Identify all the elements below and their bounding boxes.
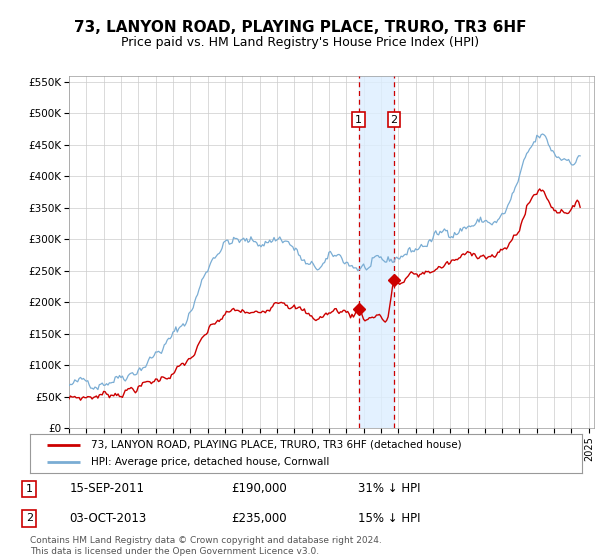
Text: Price paid vs. HM Land Registry's House Price Index (HPI): Price paid vs. HM Land Registry's House … — [121, 36, 479, 49]
Text: 31% ↓ HPI: 31% ↓ HPI — [358, 482, 420, 496]
Text: 2: 2 — [391, 115, 397, 125]
Text: HPI: Average price, detached house, Cornwall: HPI: Average price, detached house, Corn… — [91, 457, 329, 467]
Text: 15% ↓ HPI: 15% ↓ HPI — [358, 512, 420, 525]
Text: 73, LANYON ROAD, PLAYING PLACE, TRURO, TR3 6HF: 73, LANYON ROAD, PLAYING PLACE, TRURO, T… — [74, 20, 526, 35]
Text: 1: 1 — [355, 115, 362, 125]
Text: 15-SEP-2011: 15-SEP-2011 — [70, 482, 145, 496]
Text: Contains HM Land Registry data © Crown copyright and database right 2024.
This d: Contains HM Land Registry data © Crown c… — [30, 536, 382, 556]
Text: £190,000: £190,000 — [231, 482, 287, 496]
Text: 1: 1 — [26, 484, 33, 494]
Bar — [359, 76, 394, 428]
Text: £235,000: £235,000 — [231, 512, 287, 525]
Text: 73, LANYON ROAD, PLAYING PLACE, TRURO, TR3 6HF (detached house): 73, LANYON ROAD, PLAYING PLACE, TRURO, T… — [91, 440, 461, 450]
Text: 2: 2 — [26, 514, 33, 524]
Text: 03-OCT-2013: 03-OCT-2013 — [70, 512, 147, 525]
